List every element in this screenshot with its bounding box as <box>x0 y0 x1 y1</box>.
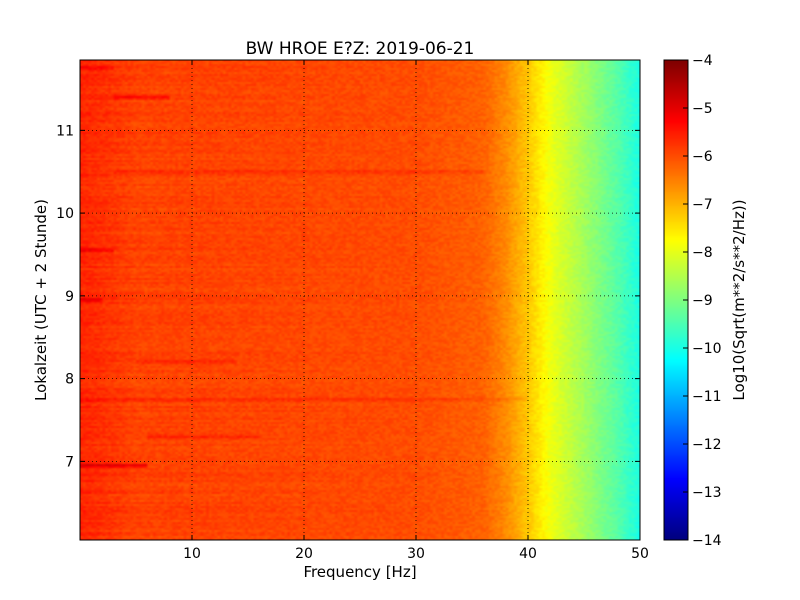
x-axis-label: Frequency [Hz] <box>303 563 416 581</box>
y-tick-label: 9 <box>65 289 74 305</box>
colorbar-label: Log10(Sqrt(m**2/s**2/Hz)) <box>730 199 748 400</box>
y-tick-label: 11 <box>56 123 74 139</box>
colorbar-tick-label: −11 <box>692 389 722 405</box>
x-tick-label: 50 <box>631 546 649 562</box>
plot-frame <box>79 59 641 541</box>
grid-lines <box>80 60 640 540</box>
chart-title: BW HROE E?Z: 2019-06-21 <box>246 39 475 59</box>
y-axis-ticks: 7 8 9 10 11 <box>56 123 640 470</box>
x-tick-label: 10 <box>183 546 201 562</box>
spectrogram-heatmap <box>80 60 640 540</box>
colorbar-tick-label: −5 <box>692 101 713 117</box>
colorbar-tick-label: −13 <box>692 485 722 501</box>
colorbar-tick-label: −10 <box>692 341 722 357</box>
y-tick-label: 10 <box>56 206 74 222</box>
y-axis-label: Lokalzeit (UTC + 2 Stunde) <box>32 199 50 401</box>
y-tick-label: 8 <box>65 372 74 388</box>
x-tick-label: 40 <box>519 546 537 562</box>
colorbar-tick-label: −12 <box>692 437 722 453</box>
colorbar-tick-label: −7 <box>692 197 713 213</box>
x-axis-ticks: 10 20 30 40 50 <box>183 60 649 562</box>
x-tick-label: 30 <box>407 546 425 562</box>
colorbar-tick-label: −4 <box>692 53 713 69</box>
x-tick-label: 20 <box>295 546 313 562</box>
colorbar-tick-label: −9 <box>692 293 713 309</box>
colorbar-tick-label: −14 <box>692 533 722 549</box>
y-tick-label: 7 <box>65 454 74 470</box>
colorbar-tick-label: −8 <box>692 245 713 261</box>
colorbar-tick-label: −6 <box>692 149 713 165</box>
colorbar-ticks: −4 −5 −6 −7 −8 −9 −10 −11 −12 −13 −14 <box>683 53 722 549</box>
